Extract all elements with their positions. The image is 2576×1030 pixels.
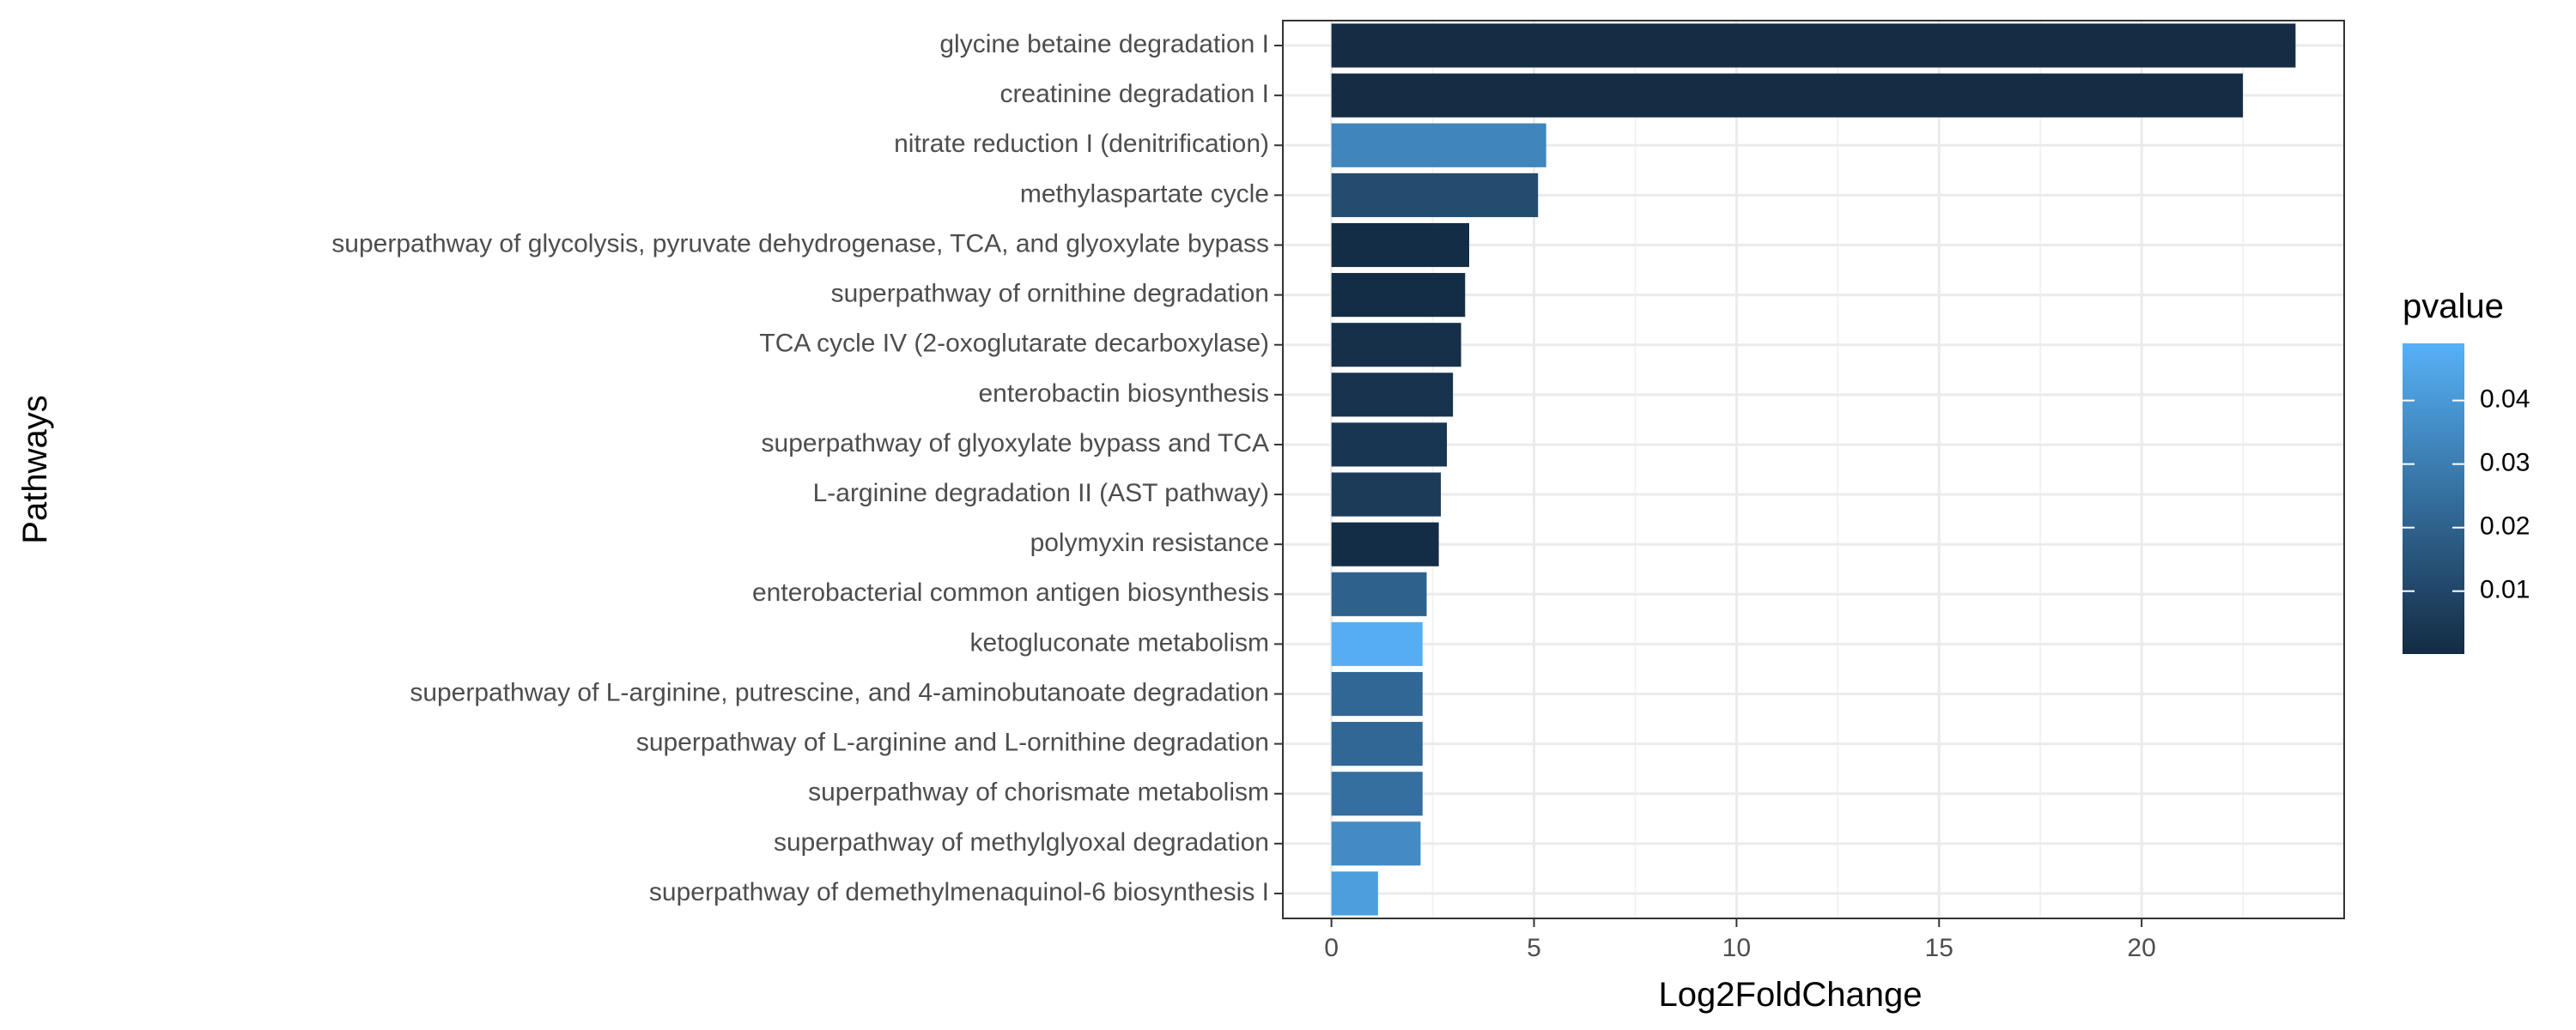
bar: [1331, 621, 1423, 666]
y-axis: glycine betaine degradation I creatinine …: [331, 30, 1283, 906]
colorbar-ticks: 0.01 0.02 0.03 0.04: [2403, 385, 2530, 604]
y-tick-label: ketogluconate metabolism: [969, 628, 1269, 657]
colorbar-tick-label: 0.04: [2480, 385, 2530, 414]
y-tick-label: TCA cycle IV (2-oxoglutarate decarboxyla…: [759, 330, 1269, 358]
colorbar: [2403, 343, 2464, 654]
colorbar-tick-label: 0.03: [2480, 449, 2530, 477]
x-tick-label: 15: [1925, 934, 1953, 962]
bar: [1331, 472, 1441, 517]
bar: [1331, 671, 1423, 717]
y-tick-label: L-arginine degradation II (AST pathway): [813, 479, 1269, 507]
x-tick-label: 10: [1722, 934, 1751, 962]
y-tick-label: enterobactin biosynthesis: [978, 379, 1269, 408]
legend: pvalue 0.01 0.02 0.03 0.04: [2403, 288, 2530, 654]
y-tick-label: superpathway of chorismate metabolism: [808, 779, 1269, 807]
y-axis-title: Pathways: [16, 395, 54, 543]
x-axis-title: Log2FoldChange: [1659, 976, 1923, 1014]
bar: [1331, 373, 1454, 417]
panel-border: [1282, 20, 2345, 919]
y-tick-label: superpathway of demethylmenaquinol-6 bio…: [649, 878, 1269, 906]
y-tick-label: superpathway of glyoxylate bypass and TC…: [762, 429, 1269, 457]
y-tick-label: glycine betaine degradation I: [939, 30, 1269, 58]
bar: [1331, 173, 1539, 217]
x-axis: 0 5 10 15 20: [1324, 918, 2156, 962]
y-tick-label: polymyxin resistance: [1030, 529, 1269, 557]
x-tick-label: 5: [1527, 934, 1541, 962]
bar: [1331, 871, 1378, 916]
bar: [1331, 821, 1421, 866]
y-tick-label: nitrate reduction I (denitrification): [894, 130, 1269, 158]
bar: [1331, 572, 1427, 616]
y-tick-label: methylaspartate cycle: [1020, 179, 1269, 208]
colorbar-tick-label: 0.01: [2480, 576, 2530, 604]
x-tick-label: 0: [1324, 934, 1339, 962]
bar: [1331, 123, 1546, 167]
y-tick-label: superpathway of L-arginine, putrescine, …: [410, 678, 1269, 706]
bar: [1331, 23, 2296, 68]
y-tick-label: superpathway of ornithine degradation: [831, 280, 1269, 308]
legend-title: pvalue: [2403, 288, 2504, 325]
bar: [1331, 422, 1448, 467]
bar: [1331, 273, 1466, 318]
bar: [1331, 73, 2244, 118]
y-tick-label: superpathway of methylglyoxal degradatio…: [774, 828, 1269, 857]
bars: [1331, 23, 2296, 916]
y-tick-label: superpathway of L-arginine and L-ornithi…: [636, 729, 1269, 757]
bar: [1331, 522, 1439, 566]
y-tick-label: creatinine degradation I: [999, 80, 1269, 108]
x-tick-label: 20: [2127, 934, 2155, 962]
bar: [1331, 323, 1461, 367]
y-tick-label: superpathway of glycolysis, pyruvate deh…: [331, 229, 1269, 258]
bar: [1331, 772, 1423, 816]
colorbar-tick-label: 0.02: [2480, 512, 2530, 541]
bar: [1331, 222, 1470, 268]
bar: [1331, 722, 1423, 766]
y-tick-label: enterobacterial common antigen biosynthe…: [752, 579, 1269, 607]
